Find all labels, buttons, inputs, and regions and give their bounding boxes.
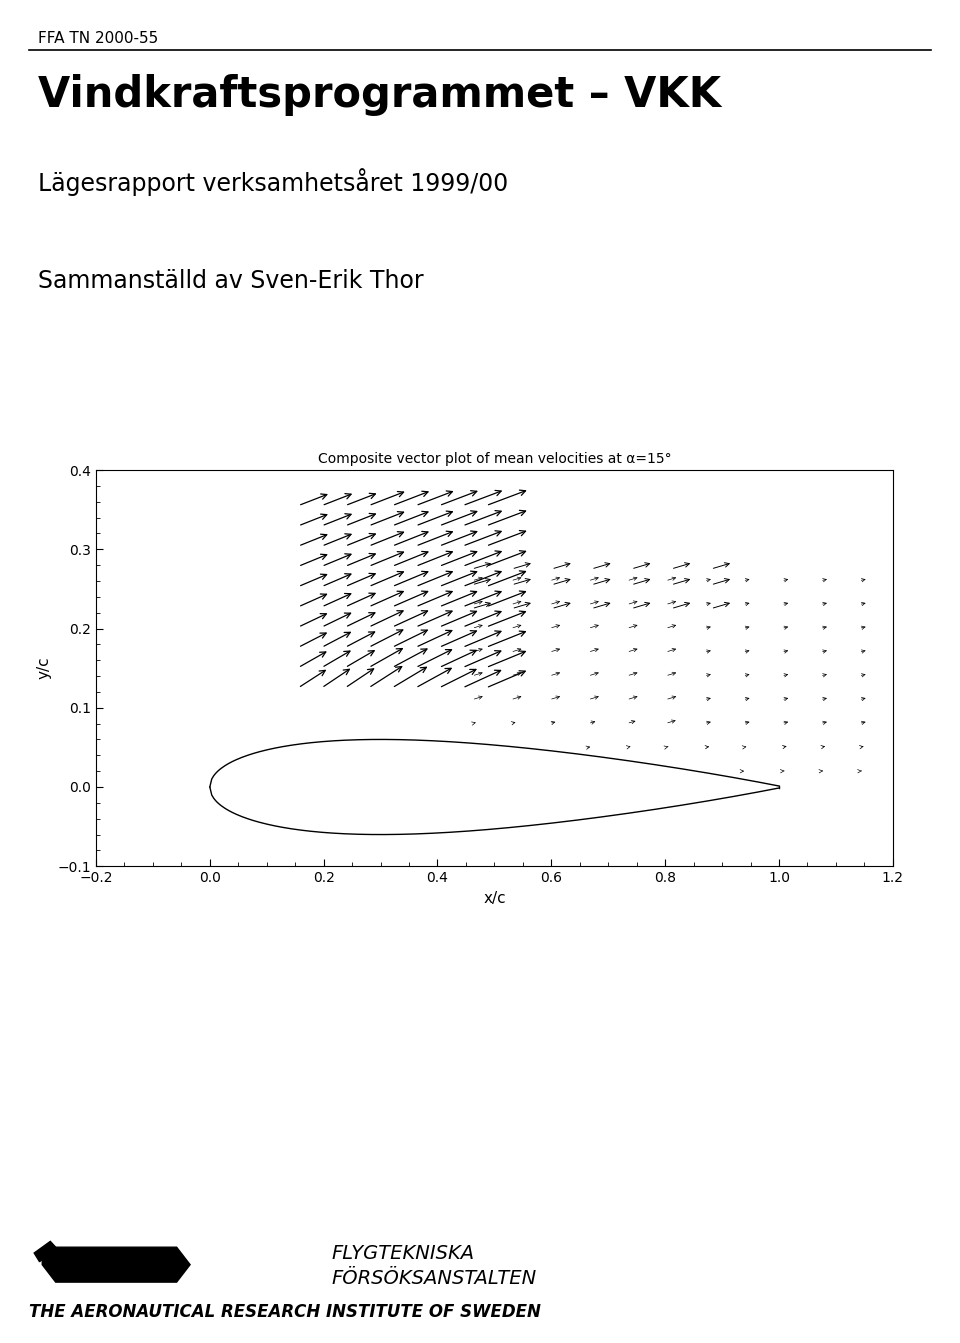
X-axis label: x/c: x/c [483, 890, 506, 905]
Polygon shape [35, 1241, 56, 1262]
Text: Sammanställd av Sven-Erik Thor: Sammanställd av Sven-Erik Thor [38, 269, 424, 293]
Polygon shape [42, 1248, 190, 1283]
Text: THE AERONAUTICAL RESEARCH INSTITUTE OF SWEDEN: THE AERONAUTICAL RESEARCH INSTITUTE OF S… [29, 1303, 540, 1320]
Title: Composite vector plot of mean velocities at α=15°: Composite vector plot of mean velocities… [318, 453, 671, 466]
Text: Lägesrapport verksamhetsåret 1999/00: Lägesrapport verksamhetsåret 1999/00 [38, 168, 509, 196]
Text: FÖRSÖKSANSTALTEN: FÖRSÖKSANSTALTEN [331, 1269, 537, 1288]
Text: FFA TN 2000-55: FFA TN 2000-55 [38, 31, 158, 46]
Y-axis label: y/c: y/c [36, 657, 52, 680]
Text: Vindkraftsprogrammet – VKK: Vindkraftsprogrammet – VKK [38, 74, 722, 115]
Text: FLYGTEKNISKA: FLYGTEKNISKA [331, 1244, 474, 1262]
Text: FFA: FFA [86, 1248, 159, 1281]
